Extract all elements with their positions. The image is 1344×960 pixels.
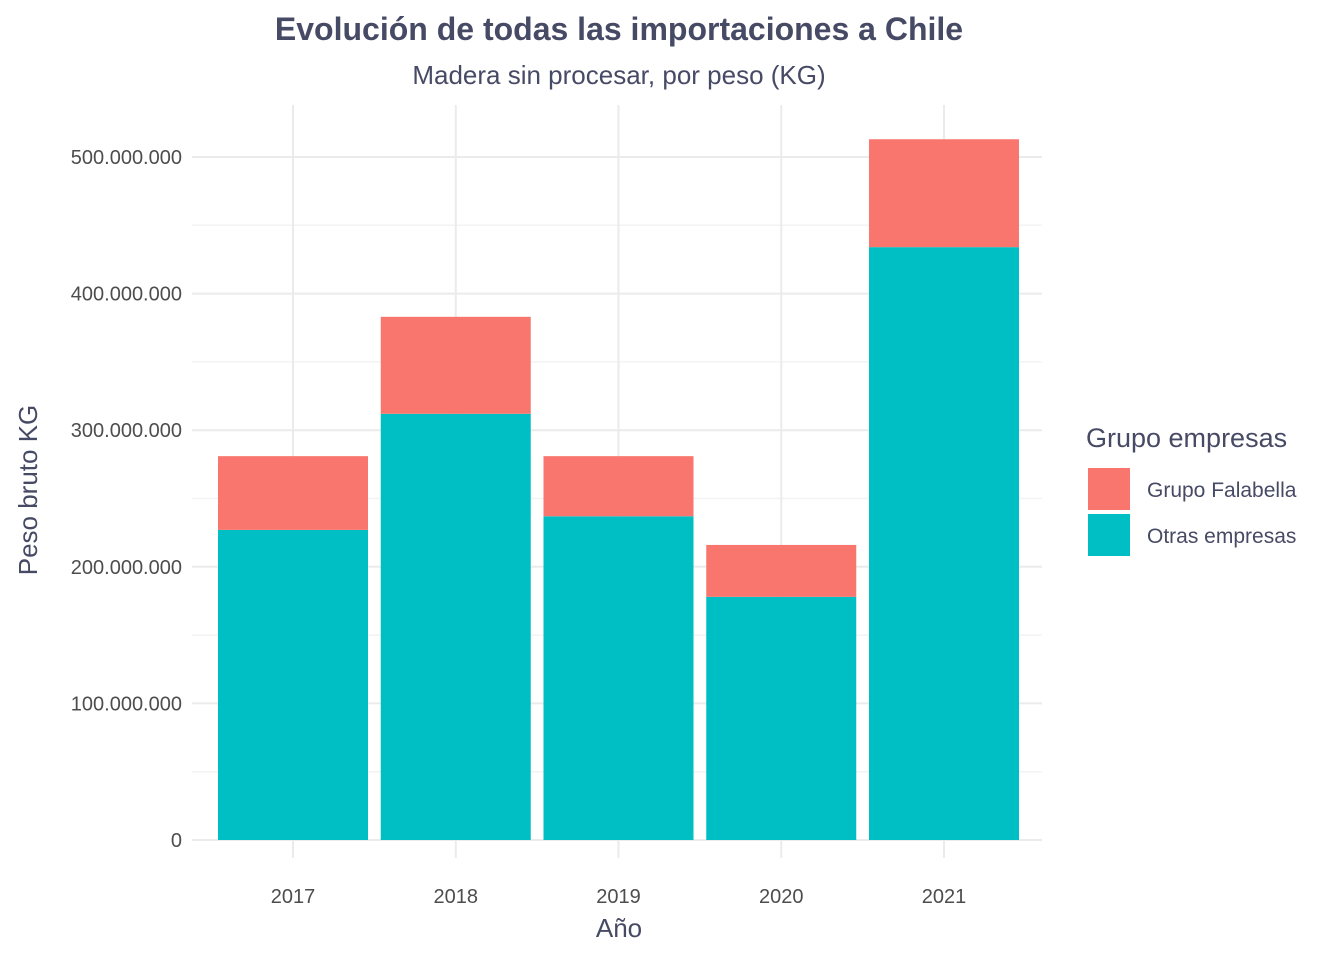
y-axis-title: Peso bruto KG — [13, 405, 43, 576]
legend-label: Grupo Falabella — [1147, 479, 1297, 502]
bar-2021-grupo-falabella — [869, 139, 1019, 248]
bar-2017-grupo-falabella — [218, 456, 368, 530]
x-tick-label: 2018 — [434, 886, 479, 908]
legend-title: Grupo empresas — [1086, 423, 1287, 453]
x-tick-label: 2020 — [759, 886, 804, 908]
bar-2021-otras-empresas — [869, 247, 1019, 840]
legend-swatch — [1088, 514, 1130, 556]
legend-label: Otras empresas — [1147, 525, 1296, 548]
y-tick-label: 300.000.000 — [71, 420, 182, 442]
x-tick-label: 2019 — [596, 886, 641, 908]
y-tick-label: 200.000.000 — [71, 557, 182, 579]
y-tick-label: 100.000.000 — [71, 693, 182, 715]
bar-2020-grupo-falabella — [706, 544, 857, 597]
chart-title: Evolución de todas las importaciones a C… — [275, 11, 963, 47]
x-tick-label: 2021 — [922, 886, 967, 908]
x-tick-label: 2017 — [271, 886, 316, 908]
y-axis-ticks: 0 100.000.000 200.000.000 300.000.000 400.00… — [71, 147, 182, 852]
legend: Grupo empresas Grupo Falabella Otras empr… — [1086, 423, 1297, 556]
x-axis-ticks: 2017 2018 2019 2020 2021 — [271, 886, 967, 908]
chart-subtitle: Madera sin procesar, por peso (KG) — [412, 60, 825, 90]
bar-2017-otras-empresas — [218, 529, 368, 840]
y-tick-label: 500.000.000 — [71, 147, 182, 169]
bar-2018-otras-empresas — [380, 413, 531, 840]
x-axis-title: Año — [596, 913, 642, 943]
bar-2019-grupo-falabella — [543, 456, 694, 517]
legend-swatch — [1088, 468, 1130, 510]
y-tick-label: 400.000.000 — [71, 284, 182, 306]
bars — [218, 139, 1019, 840]
bar-2018-grupo-falabella — [380, 316, 531, 414]
bar-2020-otras-empresas — [706, 596, 857, 840]
bar-2019-otras-empresas — [543, 516, 694, 840]
y-tick-label: 0 — [171, 830, 182, 852]
